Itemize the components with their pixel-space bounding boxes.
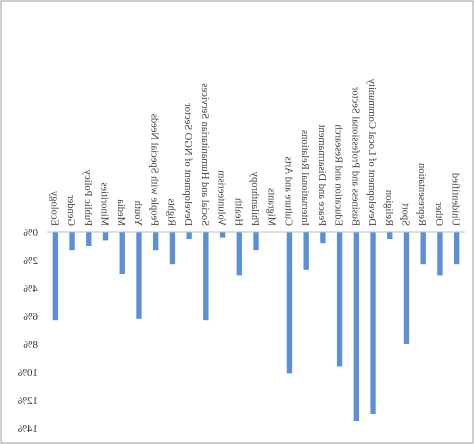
bar [69,232,75,251]
y-tick-label: 12% [18,395,38,407]
bar [370,232,376,414]
bar [102,232,109,241]
category-label: Gender [65,195,76,226]
category-label: International Relations [299,130,310,226]
bar [336,232,343,367]
y-tick-label: 8% [23,339,38,351]
bar [52,232,59,321]
category-label: Health [232,197,243,226]
bar [286,232,293,374]
y-tick-label: 2% [23,255,38,267]
bar [169,232,176,265]
bars-layer [52,232,460,421]
bar [236,232,242,276]
bar [403,232,410,344]
category-label: Unidentified [450,172,461,226]
y-ticks-layer: 0% 2% 4% 6% 8% 10% 12% 14% [18,227,38,435]
category-label: Youth [132,200,143,226]
category-label: Philanthropy [249,171,260,226]
bar [320,232,326,244]
bar [186,232,192,239]
bar [420,232,426,265]
category-label: Peace and Disarmament [316,124,327,226]
bar [219,232,226,238]
category-label: Volunteerism [216,170,227,226]
category-label: Development of NGO Sector [182,103,193,226]
bar [119,232,125,274]
bar [153,232,159,251]
category-label: Representation [416,162,427,226]
category-label: People with Special Needs [149,114,160,226]
bar [453,232,460,265]
y-tick-label: 10% [18,367,38,379]
bar [387,232,393,239]
category-label: Education and Research [333,124,344,226]
bar [303,232,309,270]
y-tick-label: 6% [23,311,38,323]
category-label: Other [433,202,444,226]
bar [86,232,92,246]
category-label: Migrants [266,188,277,226]
category-label: Religion [383,189,394,226]
category-label: Rights [165,199,176,226]
category-label: Public Policy [82,169,93,226]
category-label: Business and Professional Sector [349,86,360,226]
bar [136,232,142,319]
y-tick-label: 0% [23,227,38,239]
category-label: Minorities [99,182,110,226]
category-label: Development of Local Community [366,78,377,226]
bar [253,232,259,251]
category-label: Ecology [48,190,59,226]
category-label: Culture and Arts [282,157,293,226]
category-label: Sport [399,203,410,226]
bar [203,232,209,321]
y-tick-label: 4% [23,283,38,295]
category-label: Social and Humanitarian Services [199,83,210,226]
bar [437,232,443,276]
category-labels-layer: Ecology Gender Public Policy Minorities Medi… [48,78,460,226]
y-tick-label: 14% [18,423,38,435]
category-label: Media [115,199,126,226]
bar [353,232,359,421]
